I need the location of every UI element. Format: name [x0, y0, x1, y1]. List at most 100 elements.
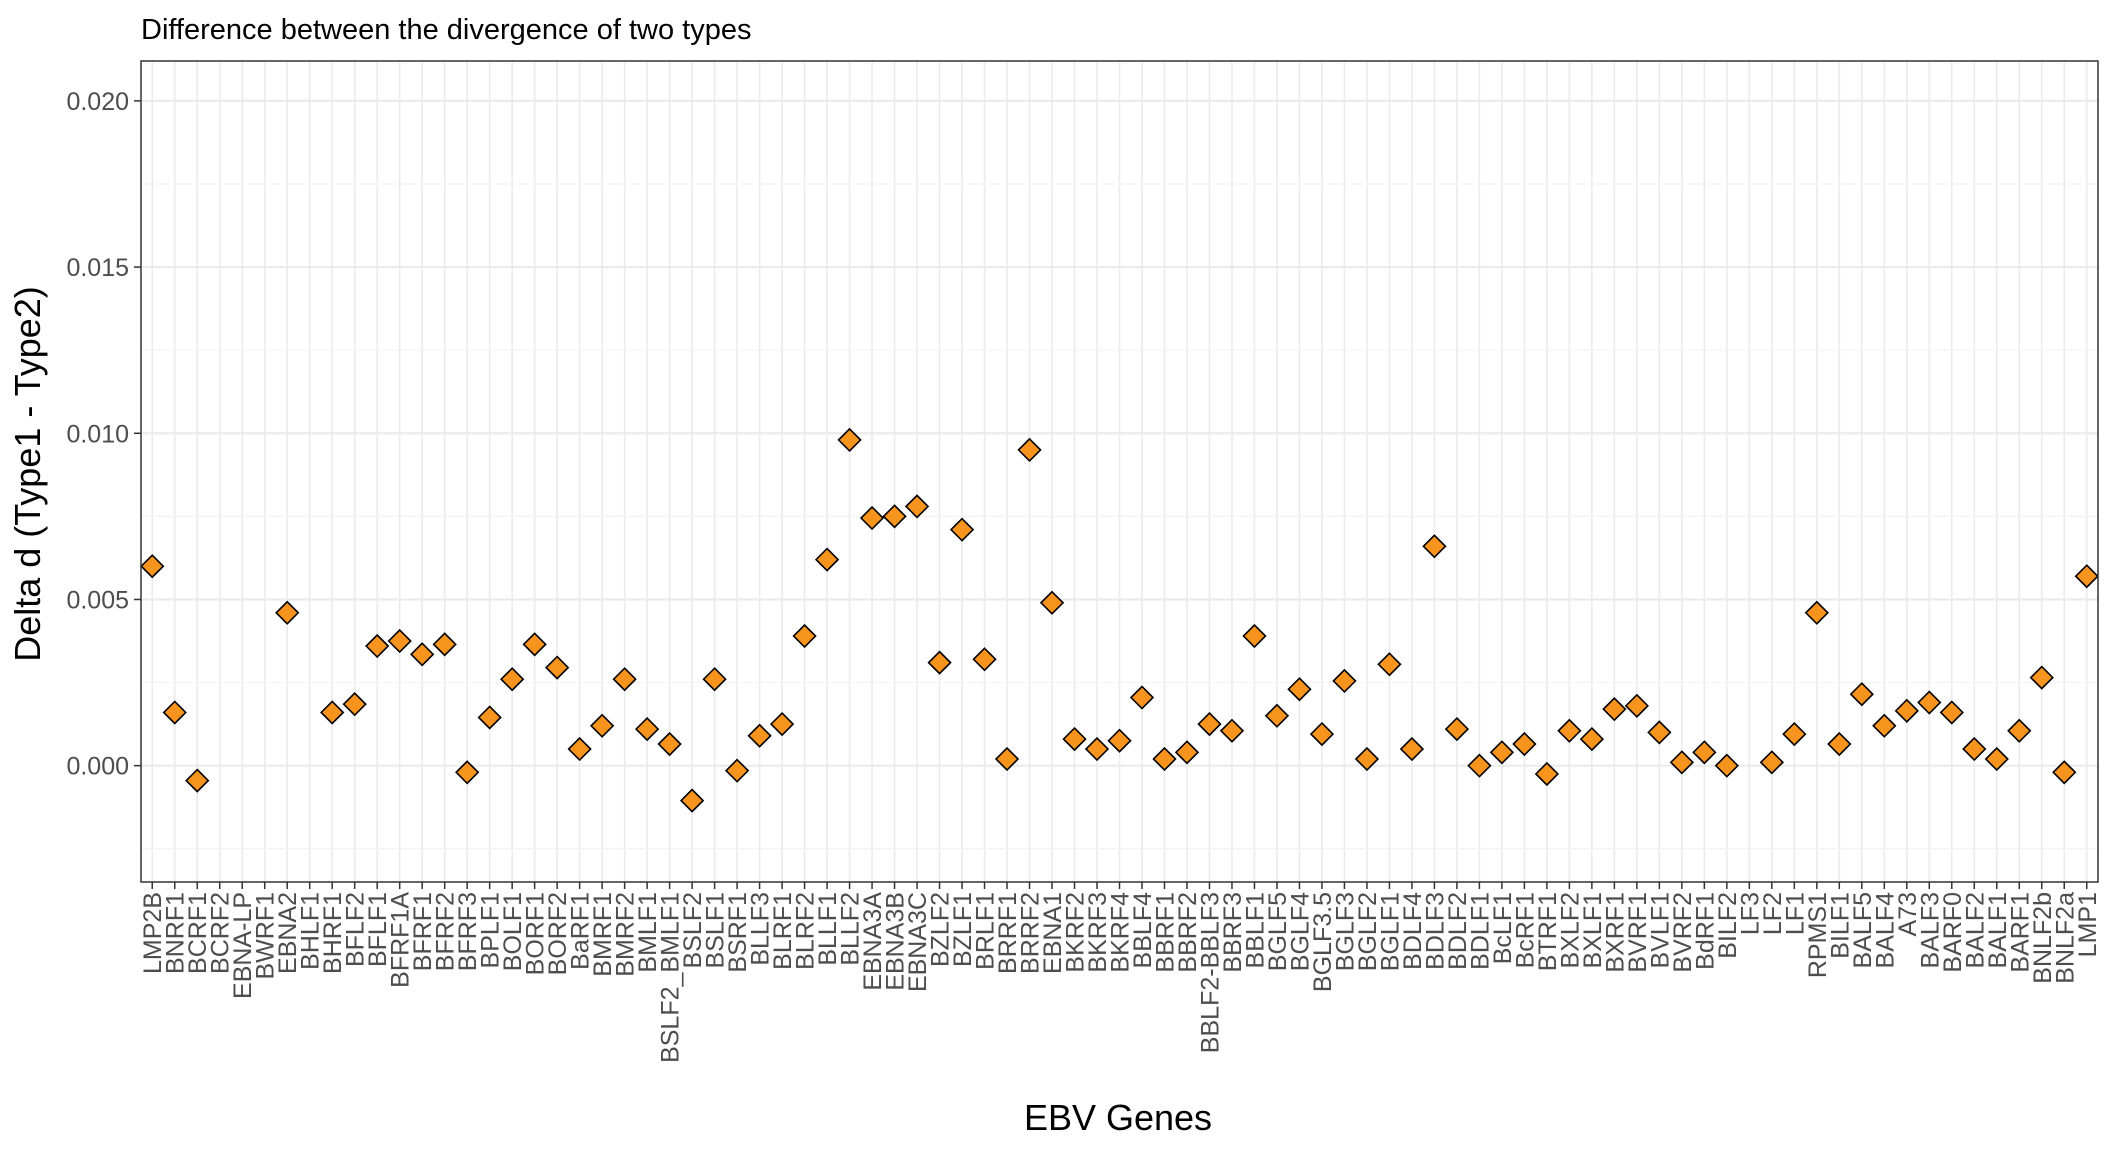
data-point [1377, 652, 1402, 677]
x-tick-label: BGLF1 [1376, 892, 1404, 971]
x-tick-label: BGLF5 [1264, 892, 1292, 971]
x-tick-label: BHRF1 [319, 892, 347, 974]
x-tick-label: BNRF1 [162, 892, 190, 974]
data-point [927, 650, 952, 675]
x-tick-label: BALF4 [1871, 892, 1899, 969]
data-point [1332, 668, 1357, 694]
data-point [410, 642, 435, 667]
chart-title: Difference between the divergence of two… [141, 14, 751, 46]
x-tick-label: BKRF2 [1062, 892, 1090, 973]
data-point [1962, 736, 1987, 762]
data-point [1917, 690, 1942, 715]
x-tick-label: BDLF4 [1399, 892, 1427, 970]
data-point [1894, 698, 1919, 723]
data-point [1422, 534, 1447, 559]
x-tick-label: BdRF1 [1691, 892, 1719, 970]
data-point [2029, 665, 2054, 690]
x-tick-label: BBLF1 [1241, 892, 1269, 968]
x-tick-label: BFRF3 [454, 892, 482, 971]
x-tick-label: EBNA3C [904, 892, 932, 992]
x-tick-label: BALF2 [1961, 892, 1989, 968]
x-tick-label: BKRF4 [1107, 892, 1135, 973]
data-point [1714, 753, 1739, 778]
y-tick-label: 0.020 [66, 88, 129, 116]
data-point [1129, 685, 1155, 710]
data-point [657, 731, 682, 757]
data-point [2052, 760, 2077, 785]
x-tick-label: BALF3 [1916, 892, 1944, 968]
y-tick-label: 0.015 [66, 254, 129, 282]
data-point [1039, 590, 1065, 615]
data-point [1084, 736, 1110, 762]
data-point [320, 700, 345, 725]
grid [141, 61, 2098, 882]
x-tick-label: BDLF2 [1444, 892, 1472, 970]
data-point [477, 705, 502, 730]
x-tick-label: BORF2 [544, 892, 572, 975]
data-point [1399, 736, 1425, 762]
data-point [1669, 750, 1694, 775]
x-tick-label: BFLF1 [364, 892, 392, 967]
data-point [702, 667, 727, 692]
data-point [365, 633, 390, 659]
data-point [882, 504, 907, 529]
data-point [275, 600, 300, 625]
x-tick-label: EBNA-LP [229, 892, 257, 999]
x-tick-label: BCRF1 [184, 892, 212, 974]
x-tick-label: BMRF1 [589, 892, 617, 977]
x-tick-label: BVRF1 [1624, 892, 1652, 973]
x-tick-label: BRLF1 [972, 892, 1000, 970]
x-tick-label: EBNA3A [859, 892, 887, 991]
x-tick-label: BRRF1 [994, 892, 1022, 974]
data-point [387, 628, 412, 654]
x-tick-label: BHLF1 [297, 892, 325, 970]
x-tick-label: LMP1 [2074, 892, 2102, 957]
data-point [1804, 600, 1829, 625]
x-tick-label: BLLF3 [747, 892, 775, 966]
data-point [1354, 746, 1380, 772]
x-tick-label: BcLF1 [1489, 892, 1517, 964]
data-point [1759, 750, 1784, 775]
x-tick-label: BDLF1 [1466, 892, 1494, 970]
data-point [1827, 731, 1852, 757]
data-point [545, 655, 570, 680]
x-tick-label: BFRF2 [432, 892, 460, 971]
data-point [1242, 623, 1267, 649]
x-tick-label: BXRF1 [1601, 892, 1629, 973]
data-point [994, 746, 1020, 772]
data-point [1219, 718, 1245, 743]
data-point [1287, 677, 1312, 702]
x-tick-label: BOLF1 [499, 892, 527, 971]
data-point [1647, 720, 1672, 745]
x-tick-label: BXLF1 [1579, 892, 1607, 968]
data-points [140, 427, 2099, 813]
data-point [1692, 740, 1717, 765]
x-tick-label: BFRF1A [387, 892, 415, 988]
data-point [747, 723, 772, 748]
data-point [1849, 682, 1874, 707]
x-tick-label: BTRF1 [1534, 892, 1562, 971]
data-point [679, 788, 705, 813]
data-point [500, 667, 525, 692]
x-tick-label: LMP2B [139, 892, 167, 974]
data-point [769, 711, 795, 737]
x-tick-label: BALF1 [1984, 892, 2012, 968]
x-tick-label: BVRF2 [1669, 892, 1697, 973]
data-point [1579, 726, 1605, 752]
x-tick-label: BMRF2 [612, 892, 640, 977]
data-point [634, 716, 660, 742]
x-tick-label: BMLF1 [634, 892, 662, 973]
data-point [1017, 437, 1042, 463]
x-axis: LMP2BBNRF1BCRF1BCRF2EBNA-LPBWRF1EBNA2BHL… [139, 882, 2102, 1063]
x-tick-label: BLLF2 [837, 892, 865, 966]
x-tick-label: BGLF2 [1354, 892, 1382, 971]
x-tick-label: BFLF2 [342, 892, 370, 967]
y-tick-label: 0.005 [66, 586, 129, 614]
data-point [1512, 731, 1537, 757]
x-tick-label: BFRF1 [409, 892, 437, 971]
x-tick-label: BGLF3.5 [1309, 892, 1337, 992]
data-point [1602, 697, 1627, 722]
x-tick-label: BGLF3 [1331, 892, 1359, 971]
x-tick-label: BALF5 [1849, 892, 1877, 968]
